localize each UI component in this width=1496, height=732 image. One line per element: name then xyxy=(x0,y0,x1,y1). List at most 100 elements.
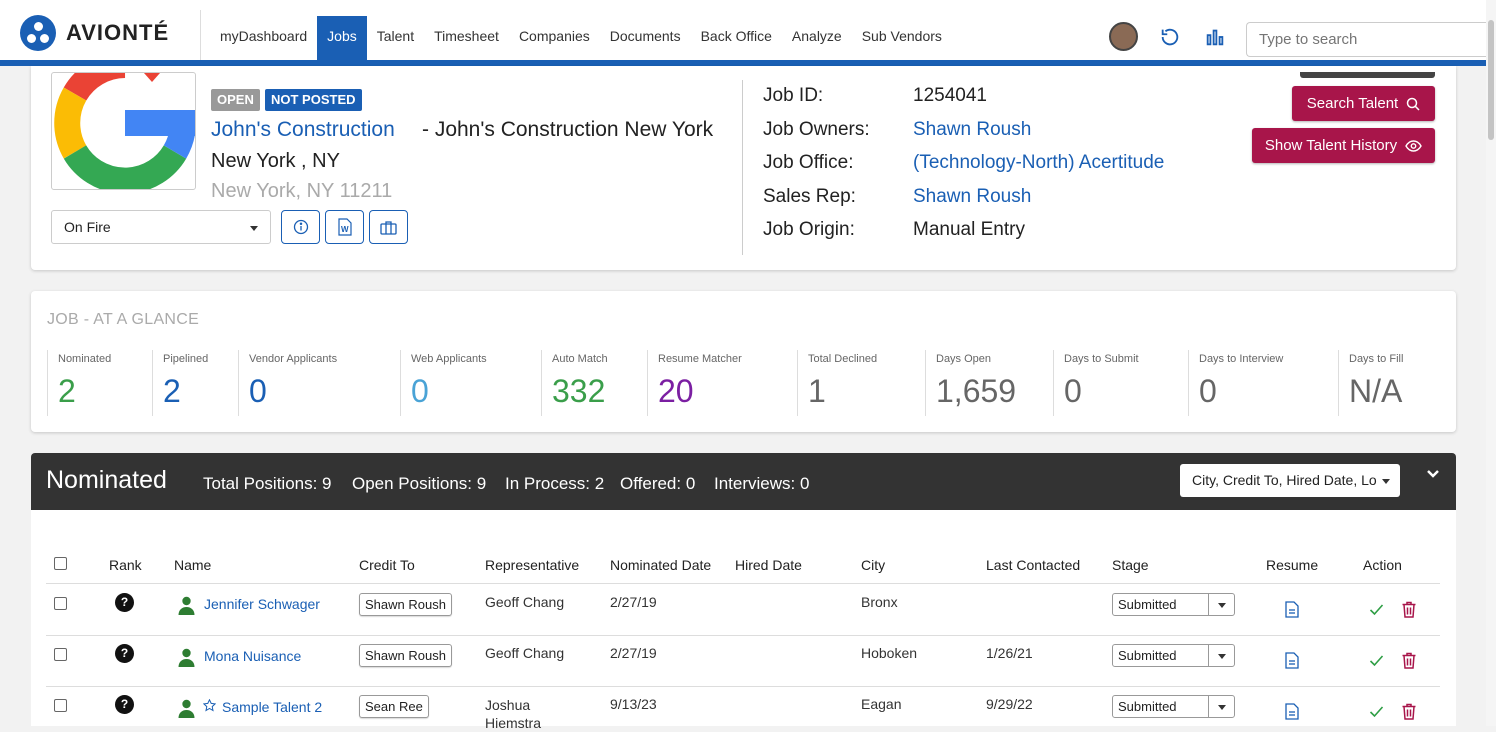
col-city[interactable]: City xyxy=(861,557,886,573)
representative: Geoff Chang xyxy=(485,594,565,610)
rank-question-icon[interactable]: ? xyxy=(115,695,134,714)
nav-mydashboard[interactable]: myDashboard xyxy=(220,28,308,44)
stat-label: Nominated xyxy=(58,353,112,365)
col-nominated-date[interactable]: Nominated Date xyxy=(610,557,712,573)
sales-rep-link[interactable]: Shawn Roush xyxy=(913,186,1032,207)
stat-pipelined[interactable]: Pipelined 2 xyxy=(152,350,238,416)
approve-check-icon[interactable] xyxy=(1369,704,1384,719)
stat-days-to-submit: Days to Submit 0 xyxy=(1053,350,1188,416)
open-positions: Open Positions: 9 xyxy=(352,474,487,493)
col-name[interactable]: Name xyxy=(174,557,212,573)
scrollbar-thumb[interactable] xyxy=(1488,20,1494,140)
col-stage[interactable]: Stage xyxy=(1112,557,1149,573)
info-icon xyxy=(293,219,308,235)
global-search-input[interactable] xyxy=(1246,22,1496,57)
analytics-icon[interactable] xyxy=(1204,26,1226,48)
col-rank[interactable]: Rank xyxy=(109,557,142,573)
show-talent-history-button[interactable]: Show Talent History xyxy=(1252,128,1435,163)
city: Bronx xyxy=(861,594,898,610)
nav-jobs[interactable]: Jobs xyxy=(317,16,367,66)
delete-trash-icon[interactable] xyxy=(1402,652,1416,669)
row-checkbox[interactable] xyxy=(54,648,67,661)
glance-title: JOB - AT A GLANCE xyxy=(47,311,200,328)
stat-auto-match[interactable]: Auto Match 332 xyxy=(541,350,647,416)
stage-select[interactable]: Submitted xyxy=(1112,695,1235,718)
row-divider xyxy=(46,686,1440,687)
nav-documents[interactable]: Documents xyxy=(609,28,681,44)
nav-companies[interactable]: Companies xyxy=(518,28,590,44)
offered: Offered: 0 xyxy=(620,474,696,493)
stat-value: 0 xyxy=(1064,373,1082,409)
user-avatar[interactable] xyxy=(1109,22,1138,51)
job-origin-label: Job Origin: xyxy=(763,219,855,240)
delete-trash-icon[interactable] xyxy=(1402,601,1416,618)
col-representative[interactable]: Representative xyxy=(485,557,580,573)
rank-question-icon[interactable]: ? xyxy=(115,644,134,663)
row-checkbox[interactable] xyxy=(54,699,67,712)
briefcase-button[interactable] xyxy=(369,210,408,244)
word-export-button[interactable]: W xyxy=(325,210,364,244)
company-link[interactable]: John's Construction xyxy=(211,118,395,141)
column-chooser-value: City, Credit To, Hired Date, Lo xyxy=(1192,472,1377,488)
nav-analyze[interactable]: Analyze xyxy=(791,28,842,44)
total-positions: Total Positions: 9 xyxy=(203,474,332,493)
job-office-label: Job Office: xyxy=(763,152,854,173)
nav-back-office[interactable]: Back Office xyxy=(700,28,772,44)
nav-sub-vendors[interactable]: Sub Vendors xyxy=(861,28,942,44)
search-talent-button[interactable]: Search Talent xyxy=(1292,86,1435,121)
resume-document-icon[interactable] xyxy=(1285,652,1299,669)
col-hired-date[interactable]: Hired Date xyxy=(735,557,802,573)
action-button-stub[interactable] xyxy=(1300,72,1435,78)
stage-divider xyxy=(1208,645,1209,666)
caret-down-icon xyxy=(1218,705,1226,710)
refresh-icon[interactable] xyxy=(1159,26,1181,48)
page-scrollbar[interactable] xyxy=(1486,0,1496,726)
stat-days-open: Days Open 1,659 xyxy=(925,350,1053,416)
credit-to-button[interactable]: Shawn Roush xyxy=(359,644,452,667)
company-logo xyxy=(51,72,196,190)
talent-name-link[interactable]: Jennifer Schwager xyxy=(204,596,320,612)
rank-question-icon[interactable]: ? xyxy=(115,593,134,612)
column-chooser-select[interactable]: City, Credit To, Hired Date, Lo xyxy=(1180,464,1400,497)
stat-label: Pipelined xyxy=(163,353,209,365)
collapse-chevron-icon[interactable] xyxy=(1426,466,1440,484)
approve-check-icon[interactable] xyxy=(1369,602,1384,617)
stat-value: 2 xyxy=(163,373,181,409)
credit-to-button[interactable]: Shawn Roush xyxy=(359,593,452,616)
stage-divider xyxy=(1208,696,1209,717)
resume-document-icon[interactable] xyxy=(1285,703,1299,720)
stage-select[interactable]: Submitted xyxy=(1112,593,1235,616)
job-office-link[interactable]: (Technology-North) Acertitude xyxy=(913,152,1165,173)
stat-web-applicants[interactable]: Web Applicants 0 xyxy=(400,350,541,416)
info-button[interactable] xyxy=(281,210,320,244)
credit-to-button[interactable]: Sean Ree xyxy=(359,695,429,718)
stat-label: Auto Match xyxy=(552,353,608,365)
approve-check-icon[interactable] xyxy=(1369,653,1384,668)
col-last-contacted[interactable]: Last Contacted xyxy=(986,557,1081,573)
caret-down-icon xyxy=(250,226,258,231)
delete-trash-icon[interactable] xyxy=(1402,703,1416,720)
stat-vendor-applicants[interactable]: Vendor Applicants 0 xyxy=(238,350,400,416)
stat-total-declined[interactable]: Total Declined 1 xyxy=(797,350,925,416)
stat-nominated[interactable]: Nominated 2 xyxy=(47,350,152,416)
job-at-a-glance-card xyxy=(31,291,1456,432)
star-icon[interactable] xyxy=(203,699,216,712)
stat-label: Total Declined xyxy=(808,353,878,365)
stat-value: 1 xyxy=(808,373,826,409)
row-divider xyxy=(46,635,1440,636)
stage-select[interactable]: Submitted xyxy=(1112,644,1235,667)
col-credit-to[interactable]: Credit To xyxy=(359,557,415,573)
stat-resume-matcher[interactable]: Resume Matcher 20 xyxy=(647,350,797,416)
talent-name-link[interactable]: Sample Talent 2 xyxy=(222,699,323,715)
city: Eagan xyxy=(861,696,902,712)
row-checkbox[interactable] xyxy=(54,597,67,610)
talent-name-link[interactable]: Mona Nuisance xyxy=(204,648,302,664)
status-open-badge: OPEN xyxy=(211,89,260,111)
nav-talent[interactable]: Talent xyxy=(376,28,415,44)
resume-document-icon[interactable] xyxy=(1285,601,1299,618)
nav-timesheet[interactable]: Timesheet xyxy=(434,28,499,44)
select-all-checkbox[interactable] xyxy=(54,557,67,570)
brand-logo[interactable]: AVIONTÉ xyxy=(20,15,169,51)
job-owners-link[interactable]: Shawn Roush xyxy=(913,119,1032,140)
priority-dropdown[interactable]: On Fire xyxy=(51,210,271,244)
